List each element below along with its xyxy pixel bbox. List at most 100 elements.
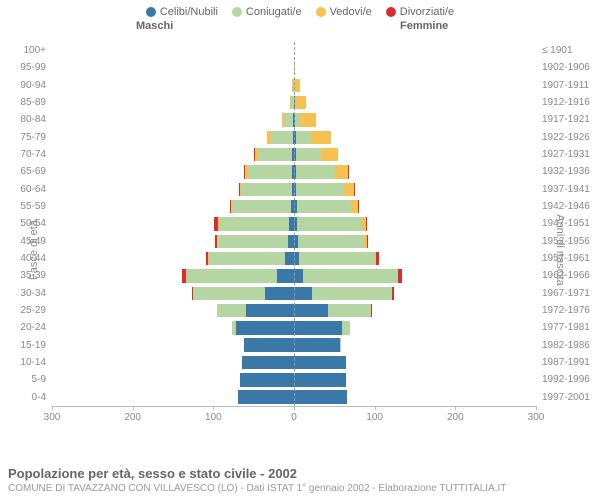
female-bar	[294, 79, 536, 93]
female-bar	[294, 235, 536, 249]
age-label: 90-94	[20, 80, 52, 91]
seg-coniugati	[312, 287, 392, 301]
year-label: 1957-1961	[536, 253, 590, 264]
seg-coniugati	[209, 252, 286, 266]
legend: Celibi/NubiliConiugati/eVedovi/eDivorzia…	[0, 0, 600, 20]
seg-divorziati	[354, 183, 355, 197]
male-bar	[52, 356, 294, 370]
legend-label: Coniugati/e	[246, 6, 302, 18]
pyramid-chart: 100+≤ 190195-991902-190690-941907-191185…	[52, 38, 536, 434]
seg-coniugati	[342, 321, 351, 335]
seg-coniugati	[241, 183, 291, 197]
seg-celibi	[294, 373, 346, 387]
male-bar	[52, 165, 294, 179]
x-tick	[455, 406, 456, 410]
x-axis: 3002001000100200300	[52, 406, 536, 434]
seg-celibi	[294, 390, 347, 404]
male-bar	[52, 338, 294, 352]
x-tick	[294, 406, 295, 410]
seg-vedovi	[344, 183, 354, 197]
x-tick	[536, 406, 537, 410]
seg-vedovi	[296, 96, 306, 110]
seg-celibi	[236, 321, 294, 335]
year-label: 1937-1941	[536, 184, 590, 195]
footer: Popolazione per età, sesso e stato civil…	[8, 466, 592, 494]
seg-divorziati	[358, 200, 359, 214]
male-bar	[52, 148, 294, 162]
male-bar	[52, 44, 294, 58]
year-label: 1977-1981	[536, 322, 590, 333]
seg-celibi	[294, 269, 303, 283]
year-label: 1902-1906	[536, 62, 590, 73]
seg-coniugati	[296, 148, 321, 162]
seg-coniugati	[299, 252, 375, 266]
male-bar	[52, 96, 294, 110]
male-bar	[52, 79, 294, 93]
female-bar	[294, 321, 536, 335]
seg-coniugati	[296, 165, 334, 179]
age-label: 25-29	[20, 305, 52, 316]
male-bar	[52, 200, 294, 214]
male-bar	[52, 287, 294, 301]
age-label: 65-69	[20, 166, 52, 177]
seg-coniugati	[297, 217, 362, 231]
seg-celibi	[294, 287, 312, 301]
seg-coniugati	[218, 235, 289, 249]
seg-divorziati	[366, 217, 368, 231]
center-axis	[294, 42, 295, 406]
female-bar	[294, 148, 536, 162]
seg-coniugati	[296, 183, 344, 197]
seg-celibi	[285, 252, 294, 266]
female-bar	[294, 338, 536, 352]
legend-item-vedovi: Vedovi/e	[316, 6, 372, 18]
male-bar	[52, 113, 294, 127]
male-bar	[52, 235, 294, 249]
header-female: Femmine	[400, 20, 448, 32]
female-bar	[294, 217, 536, 231]
year-label: 1917-1921	[536, 114, 590, 125]
male-bar	[52, 321, 294, 335]
seg-celibi	[294, 338, 340, 352]
seg-vedovi	[300, 113, 316, 127]
male-bar	[52, 252, 294, 266]
legend-label: Celibi/Nubili	[160, 6, 218, 18]
female-bar	[294, 304, 536, 318]
female-bar	[294, 356, 536, 370]
age-label: 95-99	[20, 62, 52, 73]
seg-coniugati	[248, 165, 292, 179]
seg-coniugati	[296, 131, 311, 145]
seg-celibi	[242, 356, 294, 370]
age-label: 10-14	[20, 357, 52, 368]
female-bar	[294, 269, 536, 283]
age-label: 35-39	[20, 270, 52, 281]
age-label: 0-4	[32, 392, 52, 403]
male-bar	[52, 390, 294, 404]
seg-coniugati	[193, 287, 265, 301]
seg-coniugati	[303, 269, 398, 283]
seg-celibi	[265, 287, 294, 301]
x-tick	[375, 406, 376, 410]
year-label: 1987-1991	[536, 357, 590, 368]
header-male: Maschi	[136, 20, 173, 32]
female-bar	[294, 44, 536, 58]
female-bar	[294, 165, 536, 179]
year-label: 1952-1956	[536, 236, 590, 247]
seg-coniugati	[271, 131, 293, 145]
seg-divorziati	[348, 165, 349, 179]
seg-celibi	[294, 304, 328, 318]
chart-title: Popolazione per età, sesso e stato civil…	[8, 466, 592, 481]
seg-divorziati	[376, 252, 379, 266]
legend-item-coniugati: Coniugati/e	[232, 6, 302, 18]
seg-celibi	[277, 269, 294, 283]
seg-vedovi	[321, 148, 338, 162]
age-label: 80-84	[20, 114, 52, 125]
male-bar	[52, 373, 294, 387]
age-label: 50-54	[20, 218, 52, 229]
female-bar	[294, 61, 536, 75]
age-label: 85-89	[20, 97, 52, 108]
female-bar	[294, 287, 536, 301]
x-tick-label: 100	[205, 412, 222, 423]
female-bar	[294, 373, 536, 387]
seg-divorziati	[398, 269, 402, 283]
seg-coniugati	[186, 269, 277, 283]
